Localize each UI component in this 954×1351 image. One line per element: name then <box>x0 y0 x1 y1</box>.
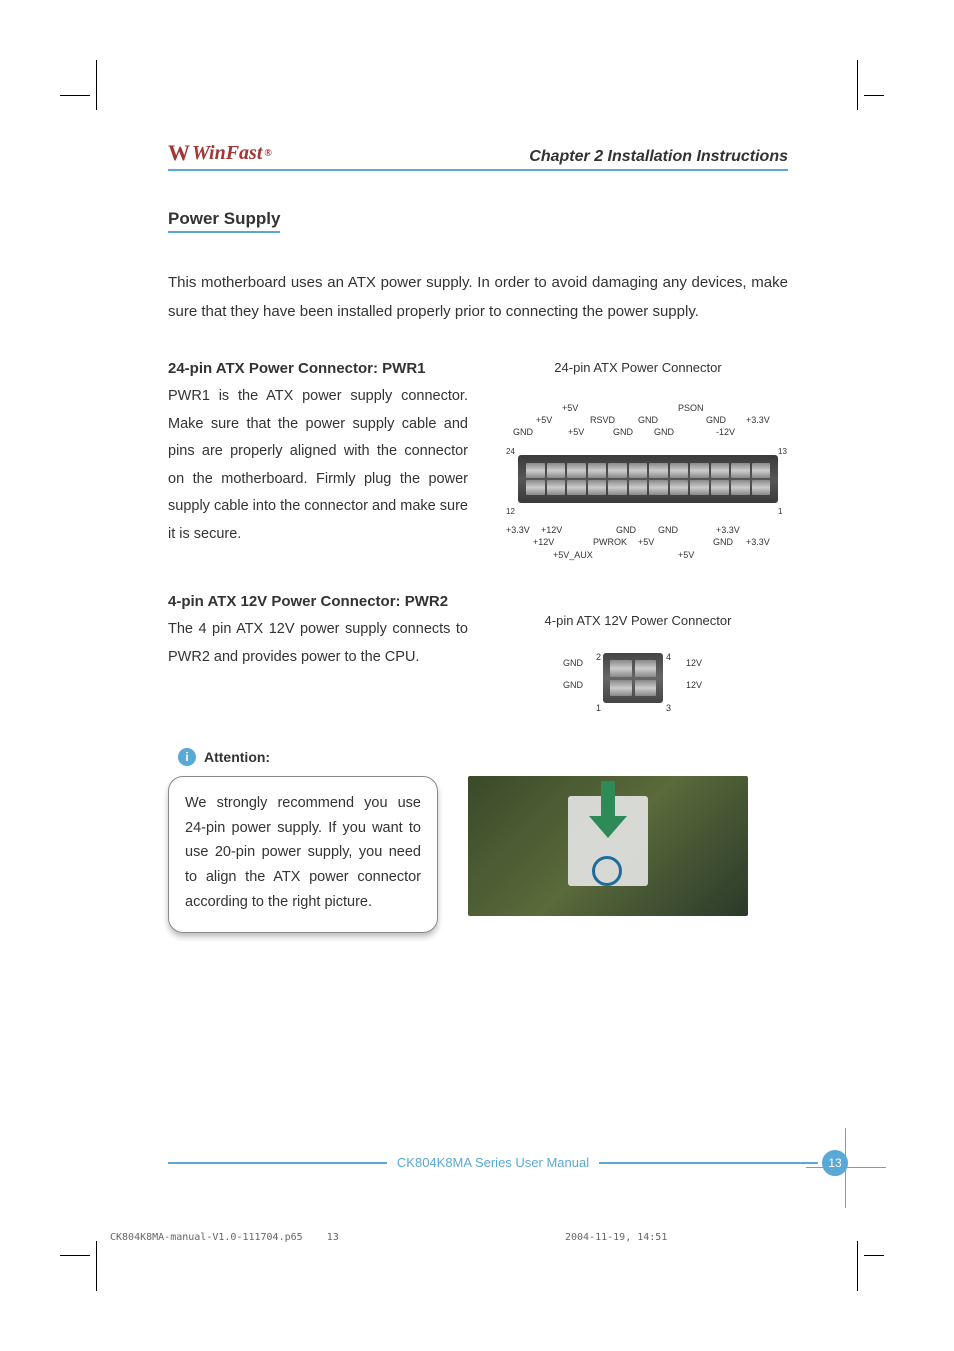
page-number-badge: 13 <box>822 1150 848 1176</box>
pwr2-text: The 4 pin ATX 12V power supply connects … <box>168 616 468 671</box>
pin-label: +3.3V <box>746 537 770 547</box>
attention-box: We strongly recommend you use 24-pin pow… <box>168 776 438 933</box>
brand-suffix: ® <box>264 148 271 159</box>
slug-file: CK804K8MA-manual-V1.0-111704.p65 <box>110 1232 303 1243</box>
pwr1-diagram-col: 24-pin ATX Power Connector GND +5V +5V +… <box>488 360 788 565</box>
pin-label: +5V <box>678 550 694 560</box>
brand-name: WinFast <box>192 142 262 165</box>
pin-num: 2 <box>596 652 601 662</box>
attention-label: Attention: <box>204 749 270 765</box>
crop-mark <box>857 1241 858 1291</box>
pin-label: PSON <box>678 403 704 413</box>
corner-num: 13 <box>778 447 787 456</box>
pin-label: 12V <box>686 680 702 690</box>
pwr1-title: 24-pin ATX Power Connector: PWR1 <box>168 360 468 377</box>
pwr1-text-col: 24-pin ATX Power Connector: PWR1 PWR1 is… <box>168 360 468 565</box>
alignment-photo <box>468 776 748 916</box>
pwr1-text: PWR1 is the ATX power supply connector. … <box>168 383 468 548</box>
section-title: Power Supply <box>168 209 280 233</box>
pin-label: GND <box>563 680 583 690</box>
pin-label: +5V <box>562 403 578 413</box>
diagram-24pin: GND +5V +5V +5V RSVD GND GND GND PSON GN… <box>488 385 788 565</box>
brand-prefix: W <box>168 140 190 166</box>
pin-label: +3.3V <box>746 415 770 425</box>
arrow-icon <box>601 781 615 821</box>
page-footer: CK804K8MA Series User Manual 13 <box>168 1155 818 1170</box>
pin-label: -12V <box>716 427 735 437</box>
pin-label: +5V <box>536 415 552 425</box>
pwr1-section: 24-pin ATX Power Connector: PWR1 PWR1 is… <box>168 360 788 565</box>
page-content: W WinFast ® Chapter 2 Installation Instr… <box>168 140 788 933</box>
slug-line: CK804K8MA-manual-V1.0-111704.p65 13 <box>110 1232 339 1243</box>
connector-pins <box>526 463 770 495</box>
pin-label: +5V <box>568 427 584 437</box>
pin-label: GND <box>658 525 678 535</box>
brand-logo: W WinFast ® <box>168 140 272 166</box>
corner-num: 12 <box>506 507 515 516</box>
footer-rule <box>168 1162 387 1164</box>
diagram4-caption: 4-pin ATX 12V Power Connector <box>488 613 788 628</box>
pwr2-section: 4-pin ATX 12V Power Connector: PWR2 The … <box>168 593 788 718</box>
pin-label: PWROK <box>593 537 627 547</box>
crop-mark <box>864 1255 884 1256</box>
pin-label: +12V <box>533 537 554 547</box>
pin-num: 1 <box>596 703 601 713</box>
pin-num: 3 <box>666 703 671 713</box>
crop-mark <box>96 60 97 110</box>
attention-header: i Attention: <box>178 748 788 766</box>
corner-num: 24 <box>506 447 515 456</box>
pwr2-text-col: 4-pin ATX 12V Power Connector: PWR2 The … <box>168 593 468 718</box>
pwr2-diagram-col: 4-pin ATX 12V Power Connector GND GND 2 … <box>488 593 788 718</box>
crop-mark <box>864 95 884 96</box>
pin-label: GND <box>706 415 726 425</box>
chapter-title: Chapter 2 Installation Instructions <box>529 148 788 166</box>
pin-label: +3.3V <box>716 525 740 535</box>
pwr2-title: 4-pin ATX 12V Power Connector: PWR2 <box>168 593 468 610</box>
pin-num: 4 <box>666 652 671 662</box>
corner-num: 1 <box>778 507 782 516</box>
connector4-pins <box>610 660 656 696</box>
slug-page: 13 <box>327 1232 339 1243</box>
pin-label: +5V_AUX <box>553 550 593 560</box>
attention-section: We strongly recommend you use 24-pin pow… <box>168 776 788 933</box>
footer-rule <box>599 1162 818 1164</box>
crop-mark <box>60 1255 90 1256</box>
page-header: W WinFast ® Chapter 2 Installation Instr… <box>168 140 788 171</box>
circle-marker <box>592 856 622 886</box>
diagram-4pin: GND GND 2 1 4 3 12V 12V <box>538 638 738 718</box>
pin-label: GND <box>638 415 658 425</box>
footer-text: CK804K8MA Series User Manual <box>387 1155 599 1170</box>
pin-label: GND <box>616 525 636 535</box>
pin-label: GND <box>654 427 674 437</box>
pin-label: GND <box>563 658 583 668</box>
crop-mark <box>96 1241 97 1291</box>
crop-mark <box>60 95 90 96</box>
pin-label: +5V <box>638 537 654 547</box>
pin-label: +12V <box>541 525 562 535</box>
diagram24-caption: 24-pin ATX Power Connector <box>488 360 788 375</box>
slug-date: 2004-11-19, 14:51 <box>565 1232 667 1243</box>
info-icon: i <box>178 748 196 766</box>
pin-label: +3.3V <box>506 525 530 535</box>
pin-label: GND <box>613 427 633 437</box>
pin-label: GND <box>713 537 733 547</box>
pin-label: 12V <box>686 658 702 668</box>
pin-label: GND <box>513 427 533 437</box>
arrow-head <box>589 816 627 838</box>
pin-label: RSVD <box>590 415 615 425</box>
crop-mark <box>857 60 858 110</box>
intro-text: This motherboard uses an ATX power suppl… <box>168 269 788 326</box>
